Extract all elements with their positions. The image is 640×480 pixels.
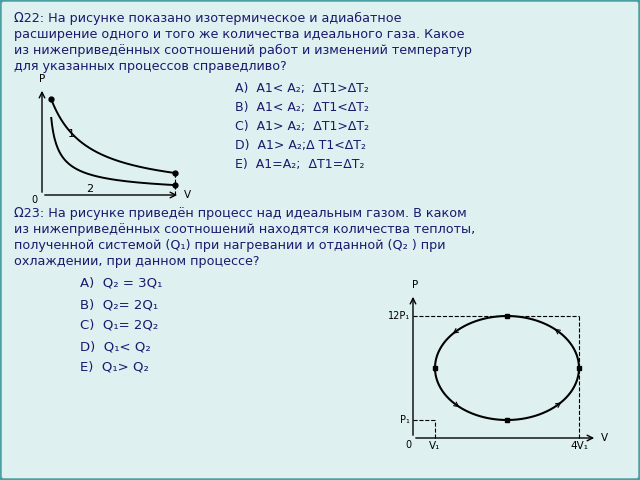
Text: P: P bbox=[412, 280, 418, 290]
Text: охлаждении, при данном процессе?: охлаждении, при данном процессе? bbox=[14, 255, 259, 268]
Text: E)  A1=A₂;  ΔT1=ΔT₂: E) A1=A₂; ΔT1=ΔT₂ bbox=[235, 158, 365, 171]
Text: 4V₁: 4V₁ bbox=[570, 441, 588, 451]
Text: расширение одного и того же количества идеального газа. Какое: расширение одного и того же количества и… bbox=[14, 28, 465, 41]
Text: B)  A1< A₂;  ΔT1<ΔT₂: B) A1< A₂; ΔT1<ΔT₂ bbox=[235, 101, 369, 114]
Text: 1: 1 bbox=[68, 130, 76, 140]
Text: для указанных процессов справедливо?: для указанных процессов справедливо? bbox=[14, 60, 287, 73]
Text: C)  Q₁= 2Q₂: C) Q₁= 2Q₂ bbox=[80, 319, 158, 332]
Text: из нижеприведённых соотношений находятся количества теплоты,: из нижеприведённых соотношений находятся… bbox=[14, 223, 476, 236]
Text: D)  Q₁< Q₂: D) Q₁< Q₂ bbox=[80, 340, 151, 353]
Text: 2: 2 bbox=[86, 184, 93, 194]
Text: 0: 0 bbox=[405, 440, 411, 450]
Text: V₁: V₁ bbox=[429, 441, 441, 451]
Text: Ω23: На рисунке приведён процесс над идеальным газом. В каком: Ω23: На рисунке приведён процесс над иде… bbox=[14, 207, 467, 220]
Text: A)  Q₂ = 3Q₁: A) Q₂ = 3Q₁ bbox=[80, 277, 163, 290]
Text: Ω22: На рисунке показано изотермическое и адиабатное: Ω22: На рисунке показано изотермическое … bbox=[14, 12, 401, 25]
Text: V: V bbox=[184, 190, 191, 200]
Text: D)  A1> A₂;Δ T1<ΔT₂: D) A1> A₂;Δ T1<ΔT₂ bbox=[235, 139, 366, 152]
Text: A)  A1< A₂;  ΔT1>ΔT₂: A) A1< A₂; ΔT1>ΔT₂ bbox=[235, 82, 369, 95]
Text: V: V bbox=[601, 433, 608, 443]
Text: 0: 0 bbox=[32, 195, 38, 205]
Text: полученной системой (Q₁) при нагревании и отданной (Q₂ ) при: полученной системой (Q₁) при нагревании … bbox=[14, 239, 445, 252]
Text: E)  Q₁> Q₂: E) Q₁> Q₂ bbox=[80, 361, 149, 374]
Text: P: P bbox=[39, 74, 45, 84]
Text: B)  Q₂= 2Q₁: B) Q₂= 2Q₁ bbox=[80, 298, 158, 311]
Text: 12P₁: 12P₁ bbox=[388, 311, 410, 321]
Text: из нижеприведённых соотношений работ и изменений температур: из нижеприведённых соотношений работ и и… bbox=[14, 44, 472, 57]
Text: P₁: P₁ bbox=[400, 415, 410, 425]
Text: C)  A1> A₂;  ΔT1>ΔT₂: C) A1> A₂; ΔT1>ΔT₂ bbox=[235, 120, 369, 133]
